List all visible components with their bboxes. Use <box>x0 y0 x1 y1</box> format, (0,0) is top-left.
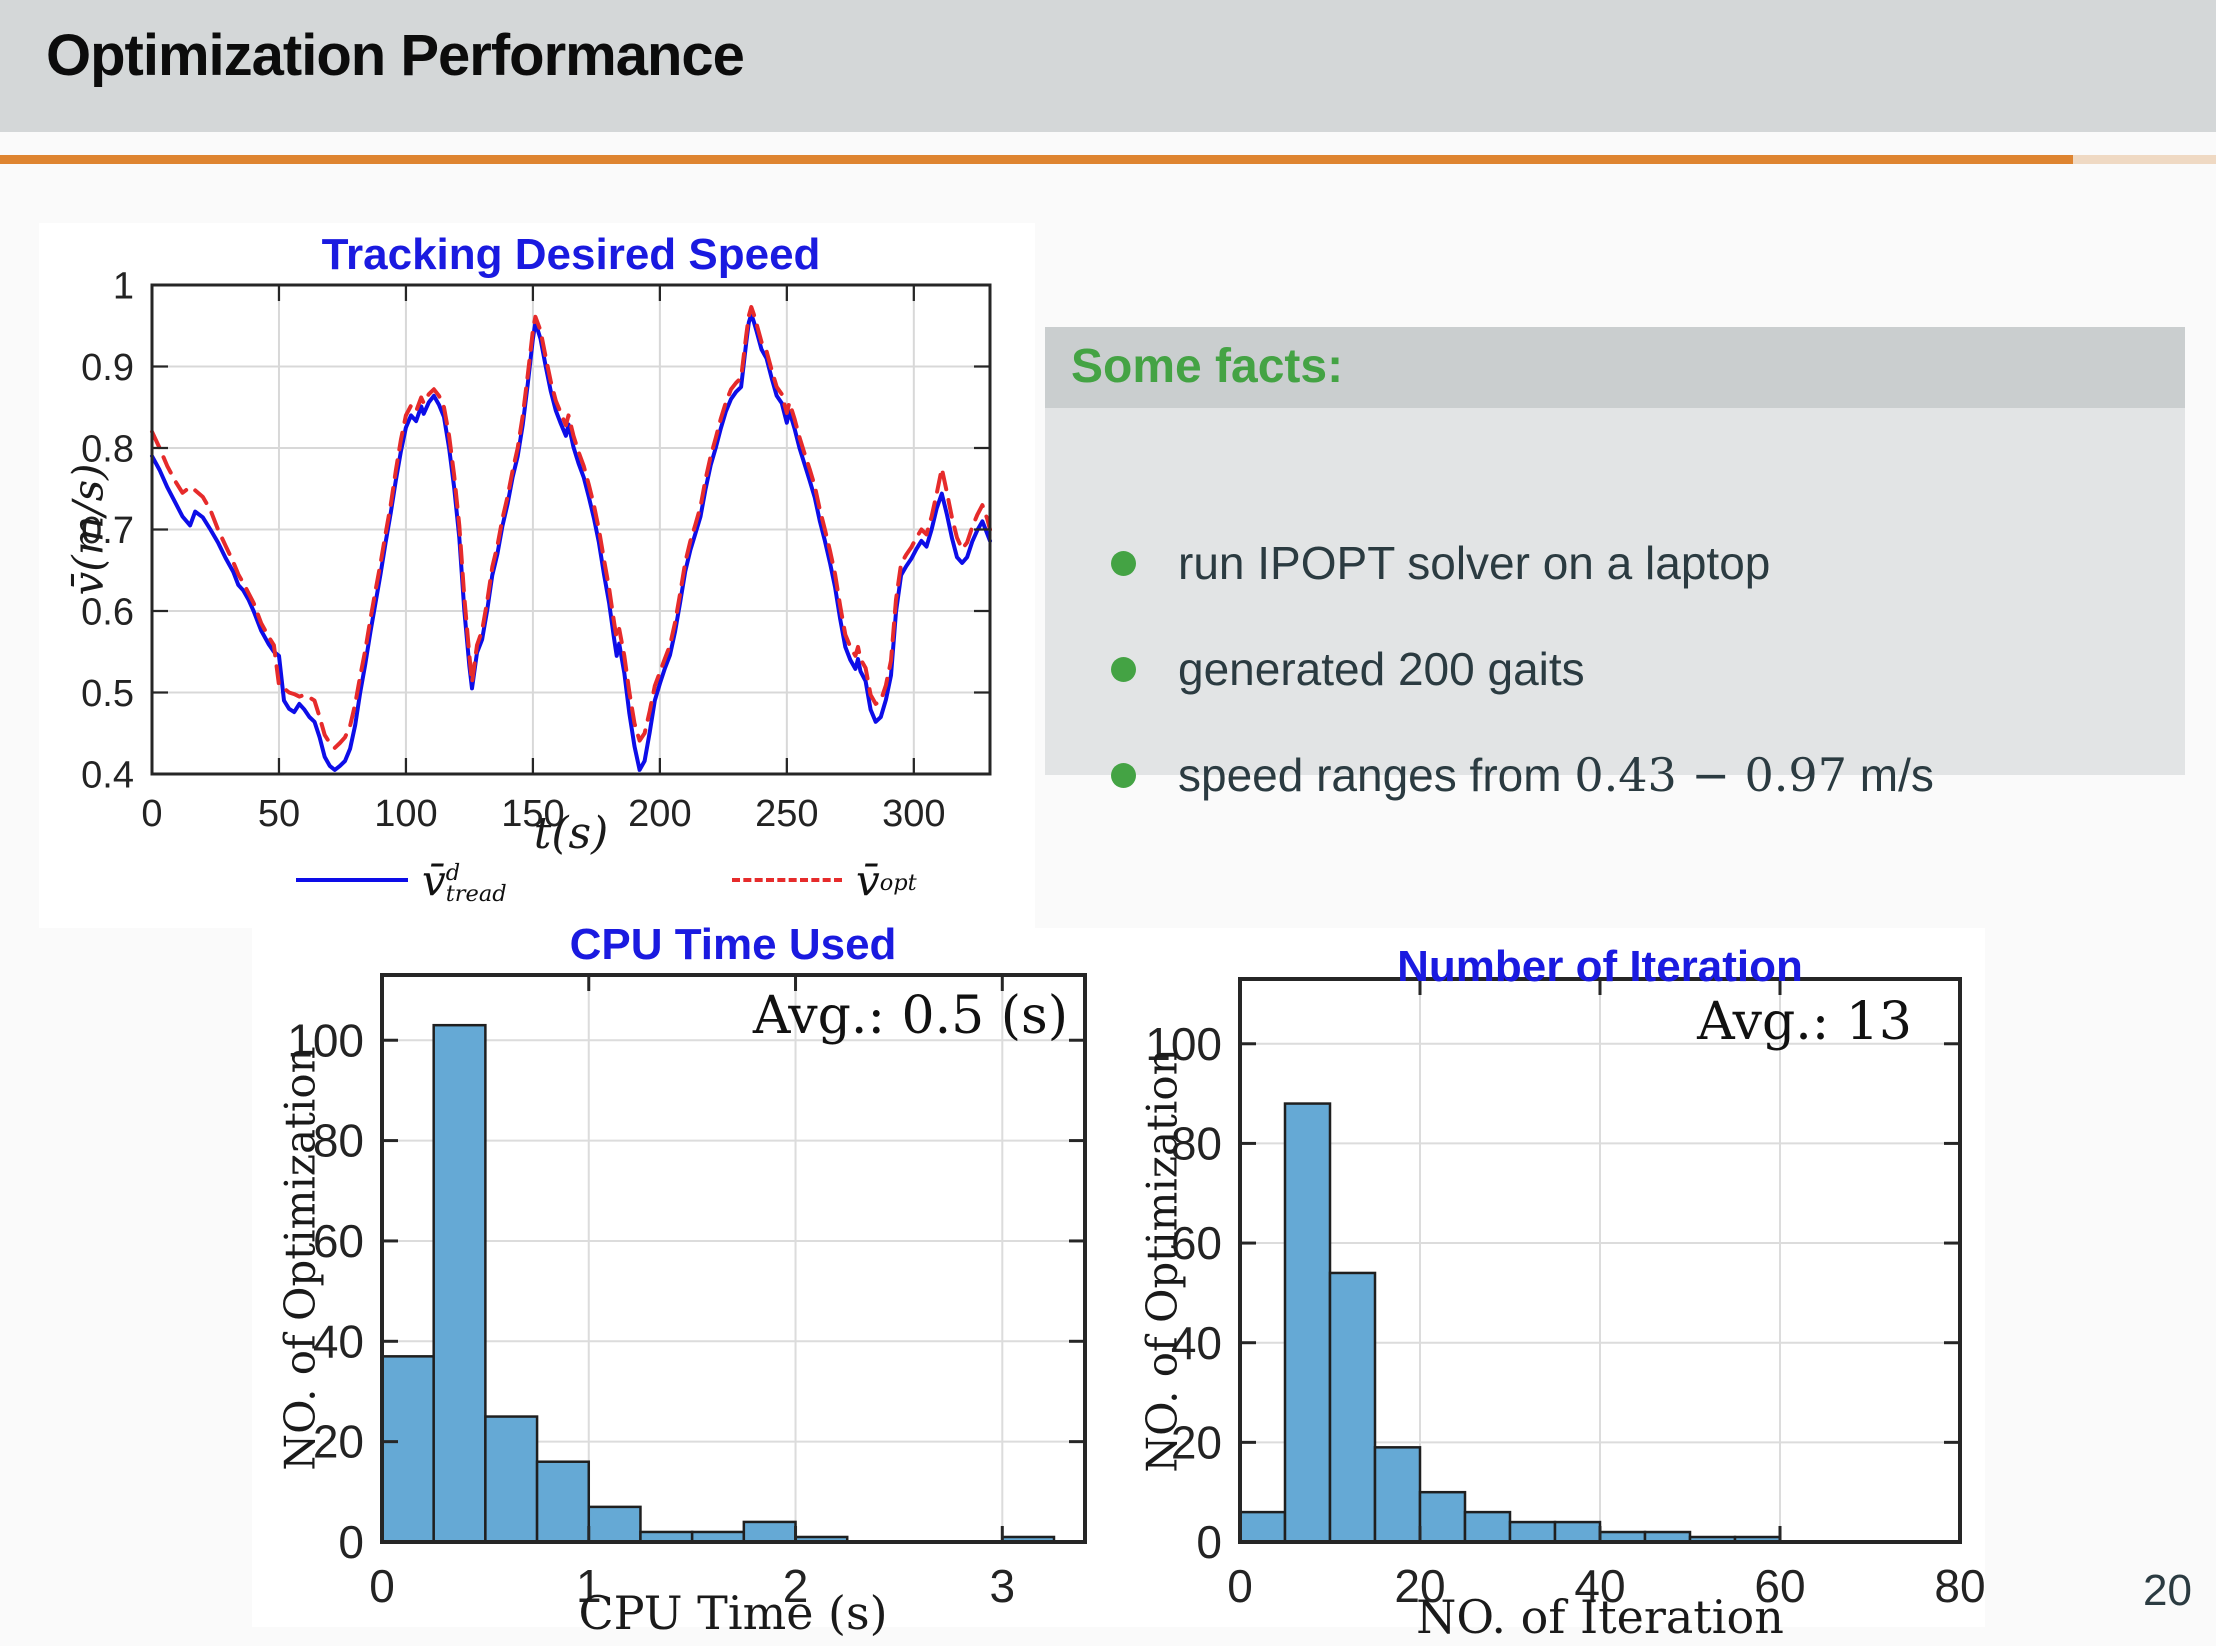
legend-line-solid <box>296 878 408 882</box>
legend-entry-vopt: v̄ opt <box>732 852 917 908</box>
svg-text:80: 80 <box>1934 1560 1985 1612</box>
legend-sub: tread <box>445 881 507 907</box>
cpu-avg-annotation: Avg.: 0.5 (s) <box>752 986 1068 1046</box>
svg-text:20: 20 <box>1394 1560 1445 1612</box>
cpu-xlabel: CPU Time (s) <box>578 1586 888 1640</box>
iteration-ylabel: NO. of Optimization <box>1137 1048 1187 1473</box>
legend-line-dashed <box>732 878 842 882</box>
iteration-avg-annotation: Avg.: 13 <box>1697 992 1912 1052</box>
bullet-icon <box>1111 656 1136 682</box>
svg-text:50: 50 <box>258 793 300 835</box>
svg-text:1: 1 <box>113 265 134 307</box>
fact-text: run IPOPT solver on a laptop <box>1178 537 1771 589</box>
svg-text:40: 40 <box>1574 1560 1625 1612</box>
list-item: speed ranges from 0.43 − 0.97 m/s <box>1111 748 2161 802</box>
bullet-icon <box>1111 550 1136 576</box>
svg-text:2: 2 <box>783 1560 809 1612</box>
cpu-ylabel: NO. of Optimization <box>275 1046 325 1471</box>
svg-text:0: 0 <box>1227 1560 1253 1612</box>
histogram-plots: 0 1 2 3 0 20 40 60 80 100 0 20 40 60 80 0 20 40 60 80 100 <box>287 973 1986 1612</box>
facts-box: Some facts: run IPOPT solver on a laptop… <box>1045 327 2185 802</box>
svg-text:60: 60 <box>1754 1560 1805 1612</box>
svg-text:3: 3 <box>989 1560 1015 1612</box>
fact-text: generated 200 gaits <box>1178 643 1585 695</box>
accent-rule <box>0 155 2073 164</box>
accent-rule-end <box>2073 155 2216 164</box>
facts-box-header <box>1045 327 2185 408</box>
bullet-icon <box>1111 762 1136 788</box>
page-number: 20 <box>2143 1566 2192 1615</box>
svg-text:0.4: 0.4 <box>81 754 134 796</box>
svg-text:1: 1 <box>576 1560 602 1612</box>
svg-text:40: 40 <box>313 1315 364 1367</box>
cpu-chart-title: CPU Time Used <box>569 920 897 969</box>
tracking-xlabel: t(s) <box>533 808 609 859</box>
svg-text:100: 100 <box>374 793 437 835</box>
svg-text:0: 0 <box>1196 1516 1222 1568</box>
svg-text:100: 100 <box>1145 1018 1222 1070</box>
tracking-chart-title: Tracking Desired Speed <box>321 230 821 279</box>
list-item: run IPOPT solver on a laptop <box>1111 536 2161 590</box>
legend-label-vtread: v̄ d tread <box>422 855 507 907</box>
iteration-chart-title: Number of Iteration <box>1397 942 1803 991</box>
slide-header <box>0 0 2216 132</box>
list-item: generated 200 gaits <box>1111 642 2161 696</box>
svg-text:250: 250 <box>755 793 818 835</box>
legend-sub: opt <box>879 870 917 897</box>
svg-text:40: 40 <box>1171 1317 1222 1369</box>
svg-text:0.6: 0.6 <box>81 591 134 633</box>
svg-text:0.9: 0.9 <box>81 347 134 389</box>
svg-text:60: 60 <box>1171 1217 1222 1269</box>
tracking-ylabel: v̄(m/s) <box>63 463 113 596</box>
facts-heading: Some facts: <box>1071 340 1344 393</box>
legend-vbar: v̄ <box>856 855 880 905</box>
svg-text:100: 100 <box>287 1014 364 1066</box>
page-title: Optimization Performance <box>46 23 745 88</box>
svg-text:20: 20 <box>313 1416 364 1468</box>
tracking-chart-plot: 0 50 100 150 200 250 300 0.4 0.5 0.6 0.7 0.8 0.9 1 <box>81 265 992 835</box>
svg-text:0.7: 0.7 <box>81 510 134 552</box>
legend-entry-vtread: v̄ d tread <box>296 852 507 908</box>
svg-text:300: 300 <box>882 793 945 835</box>
fact-text: speed ranges from 0.43 − 0.97 m/s <box>1178 748 1934 802</box>
legend-label-vopt: v̄ opt <box>856 856 917 905</box>
svg-text:200: 200 <box>628 793 691 835</box>
svg-text:0.5: 0.5 <box>81 673 134 715</box>
svg-text:80: 80 <box>313 1115 364 1167</box>
iteration-xlabel: NO. of Iteration <box>1416 1590 1784 1644</box>
legend-vbar: v̄ <box>422 855 446 905</box>
svg-text:0.8: 0.8 <box>81 428 134 470</box>
svg-text:0: 0 <box>338 1516 364 1568</box>
svg-text:60: 60 <box>313 1215 364 1267</box>
svg-text:0: 0 <box>141 793 162 835</box>
svg-text:150: 150 <box>501 793 564 835</box>
legend-sup: d <box>445 859 461 886</box>
svg-text:20: 20 <box>1171 1416 1222 1468</box>
svg-text:80: 80 <box>1171 1118 1222 1170</box>
svg-text:0: 0 <box>369 1560 395 1612</box>
tracking-chart-panel <box>39 223 1035 928</box>
